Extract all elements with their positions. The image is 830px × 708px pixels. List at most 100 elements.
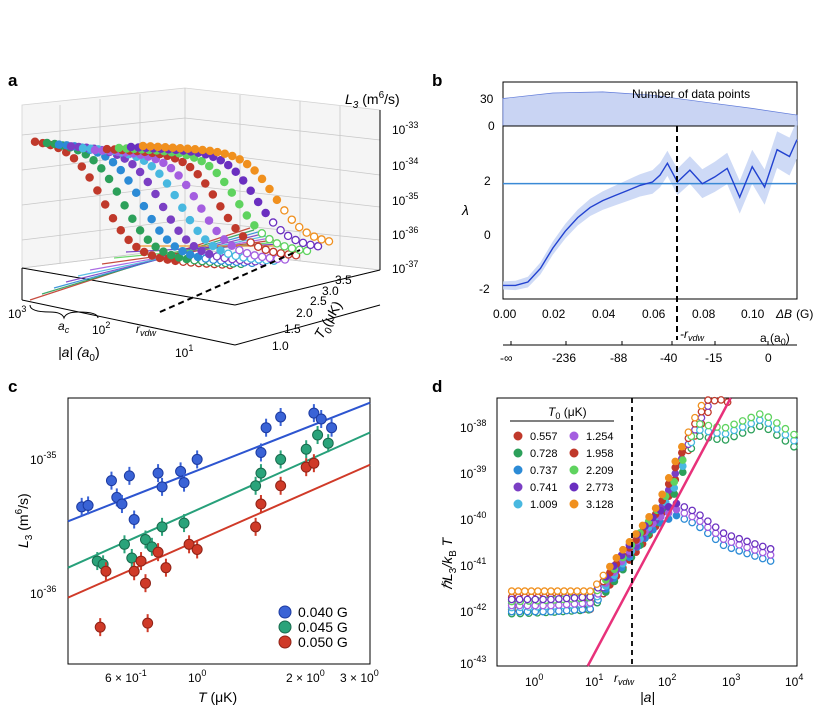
data-point	[170, 190, 179, 200]
legend-label: 2.773	[586, 482, 614, 494]
legend-label: 0.040 G	[298, 604, 348, 620]
data-point	[178, 477, 190, 489]
c-xtick: 2 × 100	[286, 668, 325, 685]
panel-d-xlabel: |a|	[640, 689, 655, 705]
legend-label: 0.045 G	[298, 619, 348, 635]
panel-b-letter: b	[432, 71, 442, 90]
b-top-ytick: 0	[488, 119, 495, 133]
data-point	[313, 242, 323, 251]
data-point	[680, 503, 689, 511]
data-point	[257, 252, 267, 262]
data-point	[135, 226, 145, 235]
data-point	[298, 238, 308, 248]
panel-a-ac-brace	[29, 304, 99, 320]
data-point	[78, 143, 88, 153]
b-ytick: 2	[484, 174, 491, 188]
data-point	[671, 457, 680, 466]
data-point	[578, 593, 587, 602]
data-point	[255, 467, 267, 479]
data-point	[147, 161, 157, 171]
data-point	[139, 534, 151, 546]
data-point	[152, 546, 164, 558]
data-point	[223, 213, 233, 223]
data-point	[711, 523, 720, 532]
panel-b-xticks: 0.00 0.02 0.04 0.06 0.08 0.10	[493, 307, 765, 321]
b-top-ytick: 30	[480, 92, 494, 106]
d-ytick: 10-39	[460, 464, 486, 481]
data-point	[124, 176, 133, 185]
c-xtick: 100	[188, 668, 206, 685]
c-xtick: 3 × 100	[340, 668, 379, 685]
data-point	[223, 249, 233, 258]
legend-marker	[569, 465, 579, 475]
panel-a-xlabel: |a| (a0)	[58, 344, 100, 364]
data-point	[547, 595, 555, 604]
d-xtick: 104	[785, 672, 803, 689]
data-point	[523, 595, 532, 604]
panel-d-ylabel: ℏL3/kB T	[439, 536, 459, 590]
data-point	[721, 423, 730, 432]
data-point	[198, 145, 207, 155]
data-point	[126, 142, 136, 152]
data-point	[216, 246, 225, 255]
data-point	[735, 534, 744, 543]
data-point	[174, 253, 184, 262]
data-point	[755, 410, 764, 418]
data-point	[166, 250, 176, 260]
data-point	[126, 552, 138, 564]
data-point	[645, 513, 653, 521]
data-point	[216, 202, 225, 211]
d-xtick: 100	[525, 672, 543, 689]
data-point	[235, 155, 244, 164]
fit-line	[67, 431, 371, 569]
legend-label: 1.009	[530, 499, 558, 511]
data-point	[235, 245, 244, 255]
data-point	[174, 226, 183, 235]
data-point	[227, 188, 237, 197]
data-point	[147, 251, 157, 260]
panel-a-letter: a	[8, 71, 18, 90]
data-point	[159, 158, 168, 168]
panel-b-ylabel: λ	[461, 202, 469, 218]
data-point	[308, 457, 320, 469]
data-point	[178, 157, 187, 167]
data-point	[205, 146, 215, 156]
data-point	[185, 162, 195, 172]
data-point	[751, 540, 759, 548]
data-point	[112, 187, 122, 196]
b-ytick: 0	[484, 228, 491, 242]
data-point	[547, 587, 555, 595]
panel-c-ylabel: L3 (m6/s)	[14, 493, 35, 548]
data-point	[781, 424, 790, 433]
data-point	[283, 231, 293, 241]
data-point	[138, 141, 148, 151]
data-point	[147, 214, 156, 224]
data-point	[135, 167, 145, 177]
data-point	[166, 215, 176, 224]
data-point	[156, 481, 168, 493]
d-xtick: 101	[585, 672, 603, 689]
t-tick-label: 1.0	[272, 339, 289, 353]
data-point	[764, 413, 773, 421]
panel-d-yticks: 10-38 10-39 10-40 10-41 10-42 10-43	[460, 418, 486, 671]
data-point	[677, 442, 686, 451]
data-point	[573, 587, 581, 595]
data-point	[108, 214, 118, 223]
panel-d-data-points	[507, 396, 798, 618]
panel-a-ac-label: ac	[58, 319, 70, 335]
data-point	[197, 156, 206, 166]
data-point	[183, 144, 192, 153]
data-point	[619, 545, 627, 554]
data-point	[727, 532, 736, 540]
panel-b-a-label: a (a0)	[760, 331, 790, 347]
data-point	[592, 580, 601, 589]
data-point	[161, 143, 170, 152]
data-point	[719, 529, 728, 537]
panel-a-rvdw-line	[159, 249, 301, 313]
data-point	[743, 537, 751, 546]
data-point	[766, 545, 775, 553]
d-ytick: 10-40	[460, 510, 486, 527]
data-point	[294, 222, 304, 232]
data-point	[272, 239, 282, 248]
